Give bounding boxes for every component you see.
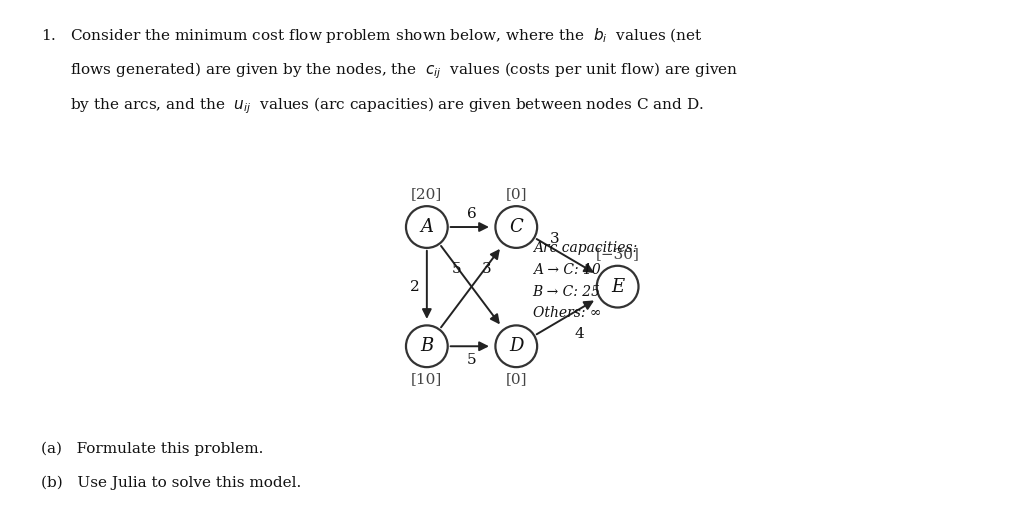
- Text: B: B: [420, 337, 433, 355]
- Text: 6: 6: [467, 207, 476, 221]
- Text: E: E: [611, 278, 625, 296]
- Circle shape: [597, 266, 639, 308]
- Text: [10]: [10]: [412, 372, 442, 386]
- Circle shape: [496, 325, 538, 367]
- Text: [0]: [0]: [506, 187, 527, 201]
- Text: 4: 4: [574, 327, 584, 341]
- Text: flows generated) are given by the nodes, the  $c_{ij}$  values (costs per unit f: flows generated) are given by the nodes,…: [41, 61, 738, 81]
- Circle shape: [496, 206, 538, 248]
- Text: 2: 2: [410, 280, 420, 294]
- Text: [−30]: [−30]: [596, 247, 640, 261]
- Text: Arc capacities:
A → C: 10
B → C: 25
Others: ∞: Arc capacities: A → C: 10 B → C: 25 Othe…: [532, 241, 637, 320]
- Text: 5: 5: [467, 353, 476, 367]
- Text: A: A: [420, 218, 433, 236]
- Text: [20]: [20]: [412, 187, 442, 201]
- Text: 5: 5: [452, 262, 462, 276]
- Text: 3: 3: [550, 232, 560, 246]
- Text: by the arcs, and the  $u_{ij}$  values (arc capacities) are given between nodes : by the arcs, and the $u_{ij}$ values (ar…: [41, 96, 703, 116]
- Text: (a)   Formulate this problem.: (a) Formulate this problem.: [41, 442, 263, 455]
- Text: D: D: [509, 337, 523, 355]
- Text: (b)   Use Julia to solve this model.: (b) Use Julia to solve this model.: [41, 476, 301, 490]
- Text: 3: 3: [481, 262, 492, 276]
- Circle shape: [406, 325, 447, 367]
- Circle shape: [406, 206, 447, 248]
- Text: 1.   Consider the minimum cost flow problem shown below, where the  $b_i$  value: 1. Consider the minimum cost flow proble…: [41, 26, 702, 45]
- Text: C: C: [509, 218, 523, 236]
- Text: [0]: [0]: [506, 372, 527, 386]
